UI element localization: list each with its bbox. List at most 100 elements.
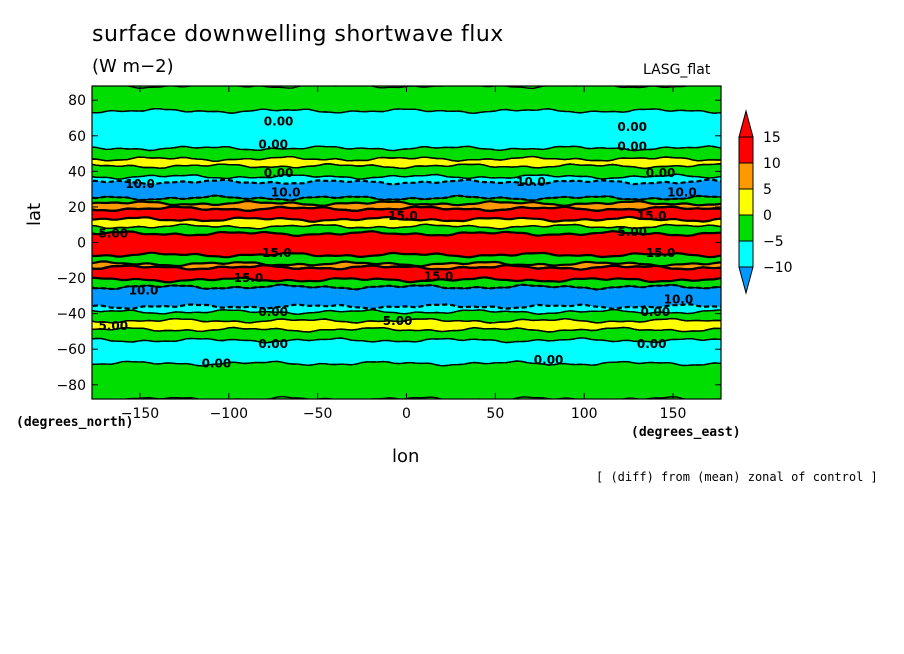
band-0: [92, 86, 721, 114]
contour-label-9: 10.0: [667, 186, 697, 200]
y-tick-label-7: 60: [68, 129, 86, 145]
contour-line-23-0: [92, 360, 721, 367]
band-6: [92, 179, 721, 201]
band-10: [92, 216, 721, 229]
contour-line-19-0: [92, 308, 721, 316]
chart-title: surface downwelling shortwave flux: [92, 22, 504, 47]
y-axis-unit: (degrees_north): [16, 415, 134, 430]
band-3: [92, 156, 721, 169]
contour-line-22-0: [92, 337, 721, 344]
band-8: [92, 201, 721, 211]
y-axis-ticks: −80 −60 −40 −20 0 20 40 60 80: [56, 93, 721, 394]
contour-label-24: 0.00: [258, 337, 288, 351]
x-axis-label: lon: [392, 446, 420, 467]
contour-line-9-0: [92, 205, 721, 213]
colorbar-label-5: −10: [763, 260, 793, 276]
contour-label-25: 0.00: [637, 337, 667, 351]
contour-label-10: 15.0: [388, 209, 418, 223]
contour-label-14: 15.0: [262, 246, 292, 260]
x-axis-unit: (degrees_east): [631, 425, 741, 440]
contour-label-13: 5.00: [617, 225, 647, 239]
contour-line-16-0: [92, 276, 721, 284]
contour-label-11: 15.0: [637, 209, 667, 223]
band-21: [92, 327, 721, 343]
colorbar-segment-3: [738, 214, 754, 242]
y-tick-label-0: −80: [56, 378, 86, 394]
contour-line-20-0: [92, 317, 721, 324]
y-tick-label-3: −20: [56, 271, 86, 287]
contour-line-18-0: [92, 303, 721, 310]
contour-label-20: 0.00: [258, 305, 288, 319]
contour-label-8: 10.0: [271, 186, 301, 200]
contour-lines: [92, 86, 721, 399]
contour-label-17: 15.0: [424, 269, 454, 283]
contour-label-2: 0.00: [258, 138, 288, 152]
contour-label-1: 0.00: [617, 120, 647, 134]
contour-line-21-0: [92, 326, 721, 333]
colorbar-under-arrow: [738, 266, 754, 295]
contour-label-5: 0.00: [646, 166, 676, 180]
chart-units: (W m−2): [92, 56, 174, 77]
contour-line-5-0: [92, 173, 721, 180]
contour-label-26: 0.00: [202, 356, 232, 370]
footnote: [ (diff) from (mean) zonal of control ]: [596, 470, 878, 484]
contour-label-3: 0.00: [617, 140, 647, 154]
x-tick-label-3: 0: [402, 406, 411, 422]
contour-line-13-0: [92, 252, 721, 259]
band-22: [92, 337, 721, 366]
contour-label-18: 10.0: [129, 284, 159, 298]
contour-line-2-0: [92, 145, 721, 152]
y-tick-label-2: −40: [56, 307, 86, 323]
contour-line-15-0: [92, 263, 721, 271]
contour-line-8-0: [92, 199, 721, 208]
contour-line-6-0: [92, 178, 721, 186]
x-tick-label-1: −100: [210, 406, 248, 422]
band-12: [92, 231, 721, 258]
contour-label-6: 10.0: [125, 177, 155, 191]
x-tick-label-6: 150: [660, 406, 687, 422]
colorbar-label-0: 15: [763, 130, 781, 146]
x-tick-label-5: 100: [571, 406, 598, 422]
colorbar-label-2: 5: [763, 182, 772, 198]
x-tick-label-0: −150: [121, 406, 159, 422]
y-tick-label-1: −60: [56, 342, 86, 358]
colorbar-segment-1: [738, 162, 754, 190]
colorbar-over-arrow: [738, 109, 754, 138]
x-axis-ticks: −150 −100 −50 0 50 100 150: [121, 86, 687, 422]
contour-label-12: 5.00: [98, 227, 128, 241]
contour-label-27: 0.00: [534, 353, 564, 367]
contour-label-15: 15.0: [646, 246, 676, 260]
colorbar: 15 10 5 0 −5 −10: [738, 109, 793, 295]
contour-line-7-0: [92, 194, 721, 202]
contour-label-21: 0.00: [640, 305, 670, 319]
colorbar-segment-2: [738, 188, 754, 216]
y-tick-label-6: 40: [68, 164, 86, 180]
y-axis-label: lat: [24, 202, 45, 226]
band-23: [92, 361, 721, 399]
x-tick-label-2: −50: [303, 406, 333, 422]
contour-line-1-0: [92, 107, 721, 115]
contour-line-14-0: [92, 260, 721, 268]
contour-line-17-0: [92, 283, 721, 291]
contour-line-3-0: [92, 155, 721, 162]
band-7: [92, 195, 721, 206]
model-label: LASG_flat: [643, 62, 711, 78]
contour-line-12-0: [92, 229, 721, 238]
y-tick-label-5: 20: [68, 200, 86, 216]
filled-contour-bands: [92, 86, 721, 399]
contour-label-7: 10.0: [516, 175, 546, 189]
contour-label-19: 10.0: [664, 292, 694, 306]
contour-line-11-0: [92, 223, 721, 230]
contour-label-0: 0.00: [264, 115, 294, 129]
contour-label-22: 5.00: [98, 319, 128, 333]
band-1: [92, 108, 721, 151]
contour-line-4-0: [92, 163, 721, 170]
colorbar-label-4: −5: [763, 234, 784, 250]
contour-label-23: 5.00: [383, 314, 413, 328]
band-17: [92, 284, 721, 309]
colorbar-segment-0: [738, 136, 754, 164]
colorbar-segment-4: [738, 240, 754, 268]
